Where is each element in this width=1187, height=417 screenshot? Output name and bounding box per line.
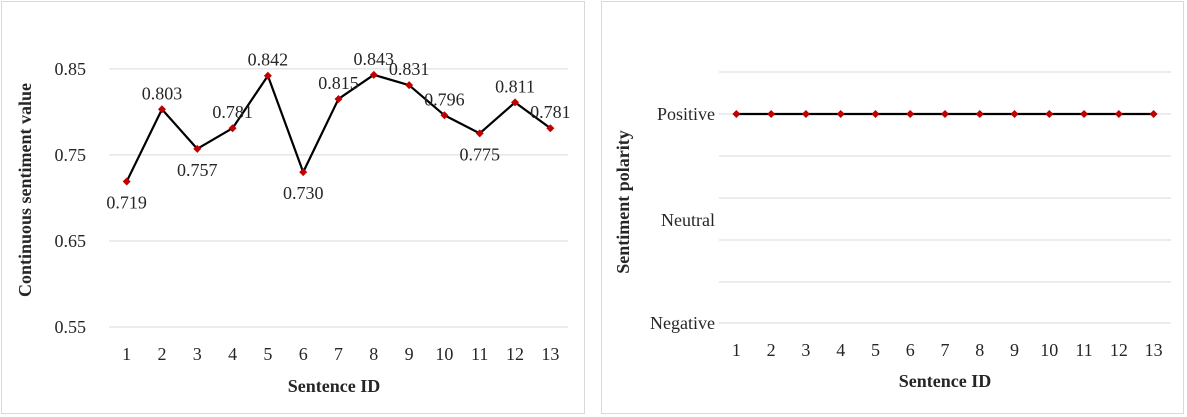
right-data-point [975, 110, 984, 118]
left-y-tick-labels: 0.55 0.65 0.75 0.85 [55, 59, 87, 337]
right-x-tick-label: 12 [1110, 340, 1128, 360]
right-data-point [906, 110, 915, 118]
left-data-labels: 0.719 0.803 0.757 0.781 0.842 0.730 0.815 0.843… [106, 49, 570, 213]
left-x-tick-label: 5 [263, 344, 272, 364]
right-y-tick-labels: Negative Neutral Positive [650, 104, 715, 333]
right-x-tick-label: 9 [1010, 340, 1019, 360]
right-markers [732, 110, 1158, 118]
right-y-axis-title: Sentiment polarity [613, 130, 633, 274]
right-data-point [767, 110, 776, 118]
left-data-point [475, 129, 484, 138]
continuous-sentiment-chart-panel: 0.55 0.65 0.75 0.85 1 2 3 4 5 6 7 8 9 10 11 12 13 0.719… [1, 1, 585, 414]
left-x-tick-label: 1 [122, 344, 131, 364]
right-gridlines [719, 71, 1171, 324]
left-gridlines [109, 68, 568, 328]
left-data-label: 0.811 [495, 76, 535, 96]
left-data-point [405, 81, 414, 90]
left-data-label: 0.815 [318, 73, 359, 93]
left-x-tick-label: 2 [157, 344, 166, 364]
left-data-label: 0.730 [283, 183, 324, 203]
left-y-tick-label: 0.65 [55, 231, 87, 251]
right-y-tick-label: Neutral [661, 210, 715, 230]
right-data-point [801, 110, 810, 118]
right-data-point [941, 110, 949, 118]
right-x-tick-label: 1 [732, 340, 741, 360]
left-data-label: 0.757 [177, 160, 218, 180]
continuous-sentiment-chart: 0.550.650.750.85 1 2 3 4 5 6 7 8 9 10 11 12 13 0.719… [15, 49, 571, 396]
sentiment-polarity-chart-panel: Negative Neutral Positive 1 2 3 4 5 6 7 8 9 10 11 12 1… [601, 1, 1184, 414]
right-x-tick-label: 11 [1075, 340, 1092, 360]
left-x-tick-label: 8 [369, 344, 378, 364]
right-y-tick-label: Positive [657, 104, 715, 124]
left-data-point [369, 70, 378, 79]
left-x-tick-label: 9 [405, 344, 414, 364]
right-data-point [836, 110, 845, 118]
left-data-label: 0.781 [212, 102, 253, 122]
right-data-point [1149, 110, 1158, 118]
left-data-point [263, 71, 272, 80]
left-data-label: 0.842 [248, 50, 289, 70]
right-x-tick-label: 2 [767, 340, 776, 360]
right-x-tick-label: 4 [836, 340, 845, 360]
left-markers [122, 70, 555, 186]
right-data-point [1080, 110, 1089, 118]
left-data-label: 0.781 [530, 102, 571, 122]
left-x-tick-label: 6 [299, 344, 308, 364]
left-data-point [299, 168, 308, 177]
right-x-tick-label: 5 [871, 340, 880, 360]
left-data-label: 0.803 [142, 83, 183, 103]
right-x-tick-label: 3 [801, 340, 810, 360]
right-x-tick-label: 10 [1040, 340, 1058, 360]
left-x-tick-label: 12 [506, 344, 524, 364]
left-data-point [157, 105, 166, 114]
left-data-point [122, 177, 131, 186]
left-data-label: 0.775 [459, 144, 500, 164]
right-data-point [871, 110, 880, 118]
right-x-tick-labels: 1 2 3 4 5 6 7 8 9 10 11 12 13 [732, 340, 1163, 360]
left-y-axis-title: Continuous sentiment value [15, 83, 35, 297]
right-x-tick-label: 7 [941, 340, 950, 360]
left-x-tick-label: 11 [471, 344, 488, 364]
right-y-tick-label: Negative [650, 313, 715, 333]
left-y-tick-label: 0.75 [55, 145, 87, 165]
left-x-tick-label: 13 [541, 344, 559, 364]
left-data-point [546, 124, 555, 133]
left-data-label: 0.719 [106, 193, 147, 213]
right-x-axis-title: Sentence ID [899, 371, 992, 391]
left-x-axis-title: Sentence ID [288, 376, 381, 396]
left-data-label: 0.831 [389, 59, 430, 79]
left-data-point [440, 111, 449, 120]
left-y-tick-label: 0.55 [55, 317, 87, 337]
left-x-tick-labels: 1 2 3 4 5 6 7 8 9 10 11 12 13 [122, 344, 559, 364]
left-data-label: 0.796 [424, 89, 465, 109]
left-y-tick-label: 0.85 [55, 59, 87, 79]
left-x-tick-label: 10 [435, 344, 453, 364]
left-x-tick-label: 3 [193, 344, 202, 364]
right-data-point [1045, 110, 1054, 118]
left-data-label: 0.843 [354, 49, 395, 69]
right-x-tick-label: 13 [1145, 340, 1163, 360]
left-data-point [193, 144, 202, 153]
right-x-tick-label: 8 [975, 340, 984, 360]
left-data-point [334, 94, 343, 103]
left-x-tick-label: 4 [228, 344, 237, 364]
right-data-point [1010, 110, 1019, 118]
left-x-tick-label: 7 [334, 344, 343, 364]
right-data-point [1114, 110, 1123, 118]
left-data-point [511, 98, 520, 107]
right-x-tick-label: 6 [906, 340, 915, 360]
left-data-point [228, 124, 237, 133]
right-data-point [732, 110, 741, 118]
